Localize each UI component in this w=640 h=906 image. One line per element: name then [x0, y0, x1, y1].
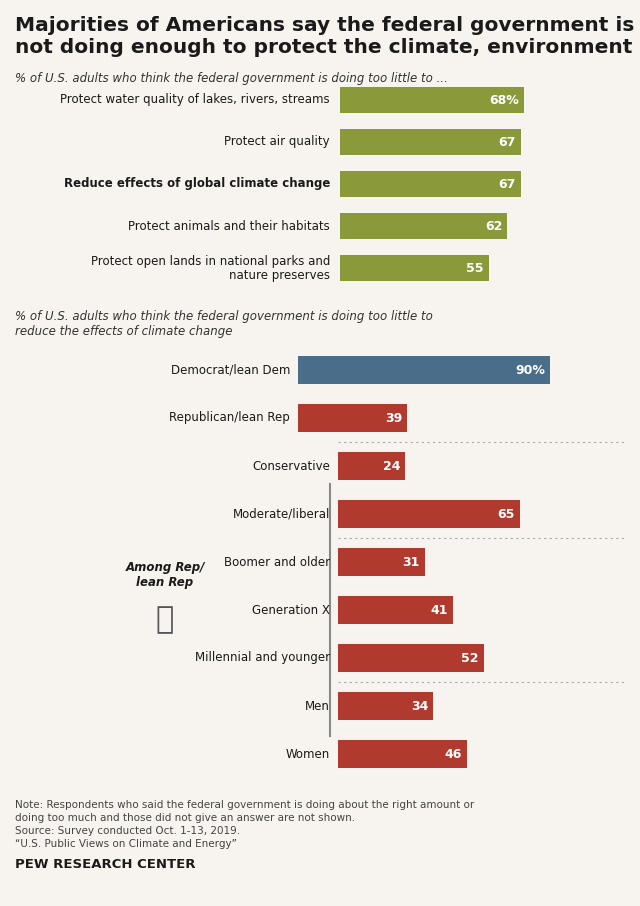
Text: 67: 67: [499, 136, 516, 149]
Bar: [338, 740, 467, 768]
Text: 34: 34: [411, 699, 428, 712]
Text: PEW RESEARCH CENTER: PEW RESEARCH CENTER: [15, 858, 195, 871]
Text: Reduce effects of global climate change: Reduce effects of global climate change: [63, 178, 330, 190]
Text: Millennial and younger: Millennial and younger: [195, 651, 330, 664]
Bar: [340, 213, 508, 239]
Text: Generation X: Generation X: [252, 603, 330, 616]
Text: doing too much and those did not give an answer are not shown.: doing too much and those did not give an…: [15, 813, 355, 823]
Text: 68%: 68%: [489, 93, 518, 107]
Text: 55: 55: [466, 262, 483, 275]
Text: Boomer and older: Boomer and older: [224, 555, 330, 568]
Bar: [340, 255, 488, 281]
Bar: [338, 500, 520, 528]
Text: % of U.S. adults who think the federal government is doing too little to
reduce : % of U.S. adults who think the federal g…: [15, 310, 433, 338]
Text: 31: 31: [403, 555, 420, 568]
Text: “U.S. Public Views on Climate and Energy”: “U.S. Public Views on Climate and Energy…: [15, 839, 237, 849]
Text: Note: Respondents who said the federal government is doing about the right amoun: Note: Respondents who said the federal g…: [15, 800, 474, 810]
Bar: [340, 129, 521, 155]
Text: 46: 46: [444, 747, 462, 760]
Text: 67: 67: [499, 178, 516, 190]
Text: Protect open lands in national parks and: Protect open lands in national parks and: [91, 255, 330, 267]
Text: Men: Men: [305, 699, 330, 712]
Bar: [338, 692, 433, 720]
Text: Women: Women: [285, 747, 330, 760]
Bar: [338, 452, 405, 480]
Text: 65: 65: [498, 507, 515, 521]
Bar: [338, 548, 425, 576]
Text: 39: 39: [385, 411, 402, 425]
Text: Moderate/liberal: Moderate/liberal: [232, 507, 330, 521]
Text: 24: 24: [383, 459, 400, 473]
Text: Protect animals and their habitats: Protect animals and their habitats: [128, 219, 330, 233]
Text: 90%: 90%: [515, 363, 545, 377]
Text: 62: 62: [485, 219, 502, 233]
Text: 41: 41: [430, 603, 448, 616]
Text: Among Rep/
lean Rep: Among Rep/ lean Rep: [125, 561, 205, 589]
Text: Conservative: Conservative: [252, 459, 330, 473]
Bar: [298, 356, 550, 384]
Text: not doing enough to protect the climate, environment: not doing enough to protect the climate,…: [15, 38, 632, 57]
Text: Source: Survey conducted Oct. 1-13, 2019.: Source: Survey conducted Oct. 1-13, 2019…: [15, 826, 240, 836]
Text: 🐘: 🐘: [156, 605, 174, 634]
Bar: [338, 596, 453, 624]
Text: Republican/lean Rep: Republican/lean Rep: [169, 411, 290, 425]
Text: 52: 52: [461, 651, 479, 664]
Text: Protect air quality: Protect air quality: [225, 136, 330, 149]
Bar: [338, 644, 484, 672]
Text: % of U.S. adults who think the federal government is doing too little to ...: % of U.S. adults who think the federal g…: [15, 72, 448, 85]
Text: Protect water quality of lakes, rivers, streams: Protect water quality of lakes, rivers, …: [60, 93, 330, 107]
Bar: [298, 404, 407, 432]
Bar: [340, 171, 521, 197]
Text: Democrat/lean Dem: Democrat/lean Dem: [171, 363, 290, 377]
Text: nature preserves: nature preserves: [229, 268, 330, 282]
Bar: [340, 87, 524, 113]
Text: Majorities of Americans say the federal government is: Majorities of Americans say the federal …: [15, 16, 634, 35]
